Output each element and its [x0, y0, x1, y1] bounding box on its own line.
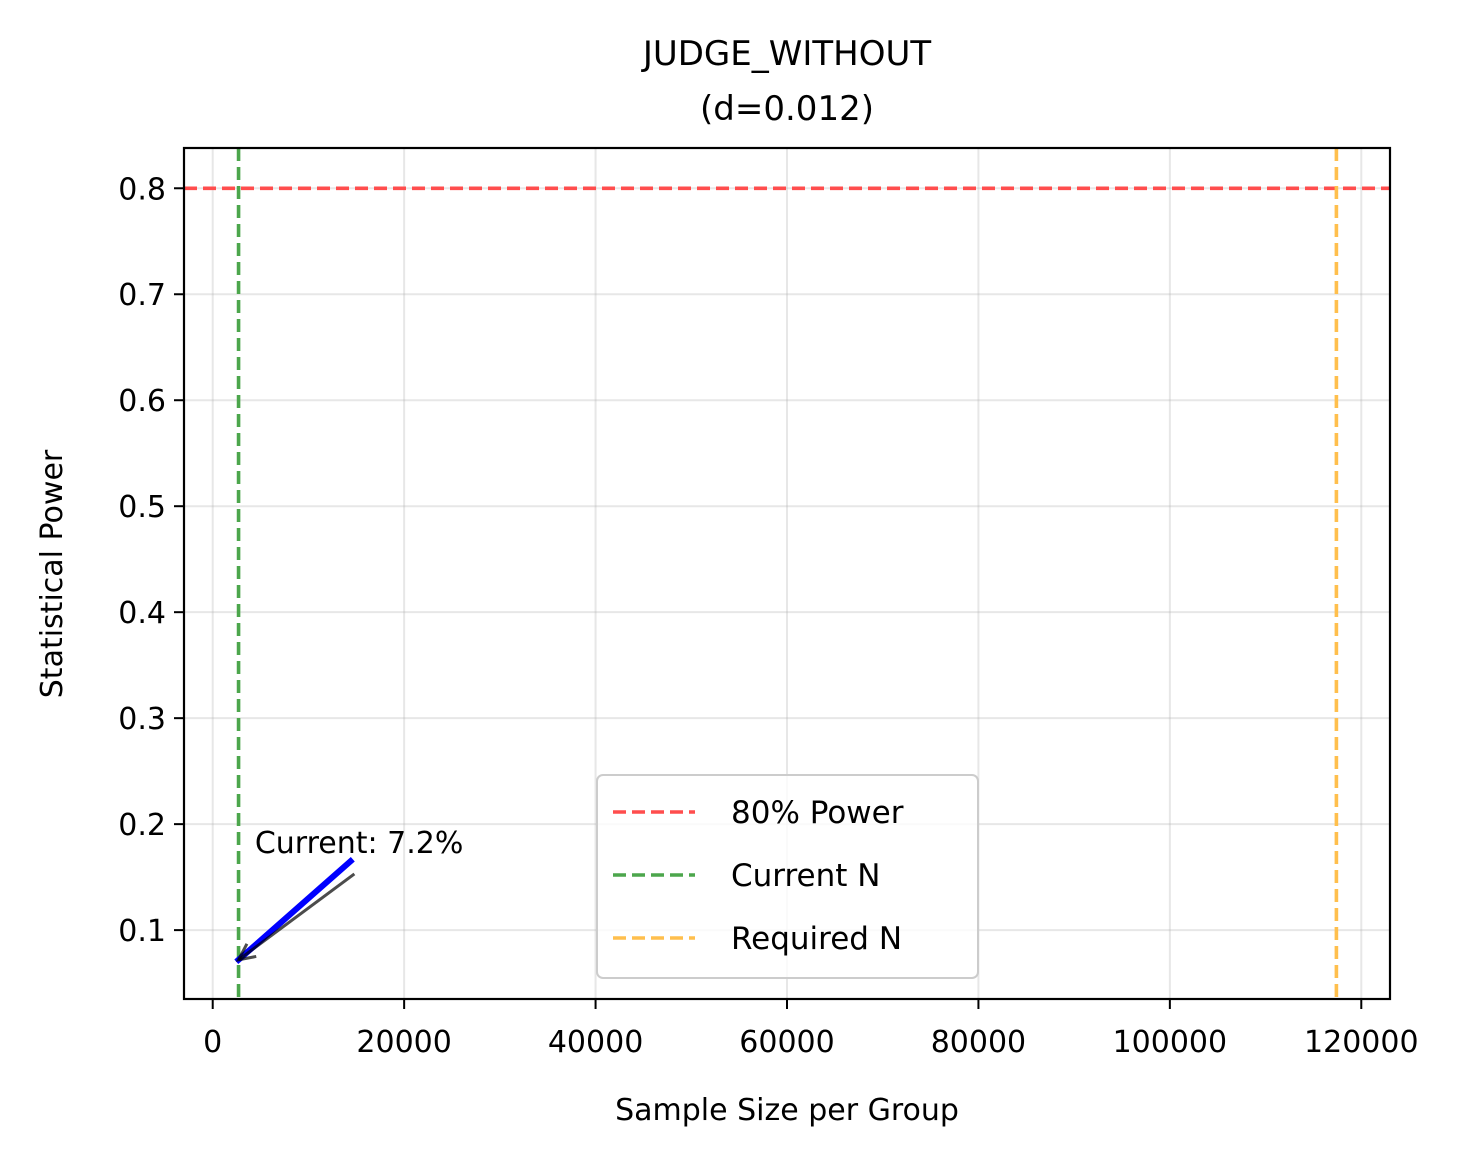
data-series — [234, 856, 355, 965]
y-tick-label: 0.7 — [118, 278, 166, 313]
x-tick-label: 120000 — [1304, 1025, 1419, 1060]
y-tick-label: 0.5 — [118, 490, 166, 525]
y-axis-ticks: 0.1 0.2 0.3 0.4 0.5 0.6 0.7 0.8 — [118, 172, 184, 949]
y-tick-label: 0.6 — [118, 384, 166, 419]
y-tick-label: 0.1 — [118, 914, 166, 949]
annotation-label: Current: 7.2% — [255, 826, 464, 861]
y-tick-label: 0.8 — [118, 172, 166, 207]
y-tick-label: 0.2 — [118, 808, 166, 843]
legend-entry-label: Current N — [731, 858, 880, 894]
x-axis-label: Sample Size per Group — [615, 1093, 959, 1128]
power-curve-line — [234, 856, 355, 965]
x-tick-label: 0 — [203, 1025, 222, 1060]
grid-lines — [184, 148, 1390, 999]
x-axis-ticks: 0 20000 40000 60000 80000 100000 120000 — [203, 999, 1419, 1060]
chart-subtitle: (d=0.012) — [700, 89, 874, 129]
x-tick-label: 60000 — [739, 1025, 834, 1060]
y-axis-label: Statistical Power — [35, 449, 70, 698]
x-tick-label: 40000 — [548, 1025, 643, 1060]
legend-entry-label: 80% Power — [731, 795, 904, 831]
legend: 80% Power Current N Required N — [596, 774, 979, 979]
legend-box — [596, 774, 979, 979]
x-tick-label: 80000 — [931, 1025, 1026, 1060]
y-tick-label: 0.4 — [118, 596, 166, 631]
chart-title: JUDGE_WITHOUT — [641, 34, 932, 74]
x-tick-label: 100000 — [1113, 1025, 1228, 1060]
annotation: Current: 7.2% — [235, 826, 464, 962]
annotation-arrow-shaft — [237, 872, 356, 961]
legend-entry-label: Required N — [731, 921, 902, 957]
reference-lines — [184, 148, 1390, 999]
annotation-arrow-head — [235, 943, 257, 962]
x-tick-label: 20000 — [356, 1025, 451, 1060]
y-tick-label: 0.3 — [118, 702, 166, 737]
